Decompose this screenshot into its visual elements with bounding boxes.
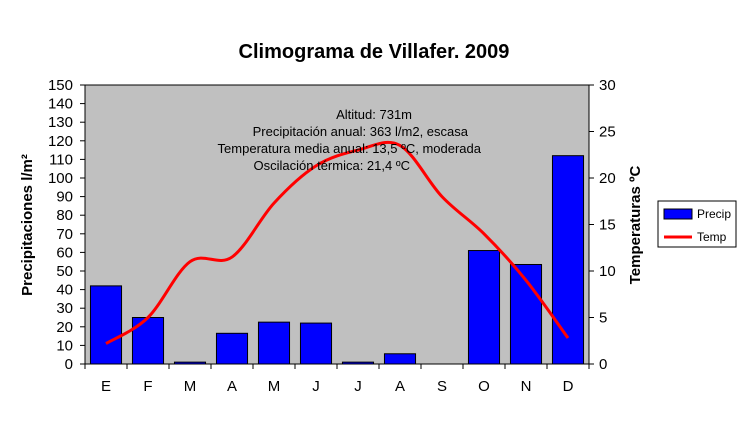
annotation-line: Precipitación anual: 363 l/m2, escasa (253, 124, 469, 139)
annotation-line: Oscilación térmica: 21,4 ºC (254, 158, 410, 173)
x-tick-label: J (312, 378, 320, 395)
left-tick-label: 50 (56, 263, 73, 280)
x-tick-label: N (521, 378, 532, 395)
left-tick-label: 120 (48, 133, 73, 150)
left-tick-label: 80 (56, 207, 73, 224)
x-tick-label: A (395, 378, 405, 395)
right-tick-label: 10 (599, 263, 616, 280)
precip-bar (467, 250, 501, 365)
x-tick-label: O (478, 378, 490, 395)
x-tick-label: F (143, 378, 152, 395)
left-tick-label: 70 (56, 226, 73, 243)
precip-bar (89, 285, 123, 365)
annotation-block: Altitud: 731m Precipitación anual: 363 l… (218, 107, 482, 173)
left-tick-label: 60 (56, 244, 73, 261)
left-tick-label: 0 (65, 356, 73, 373)
y-axis-label-left: Precipitaciones l/m² (19, 154, 36, 296)
precip-bar (299, 322, 333, 365)
right-tick-label: 30 (599, 77, 616, 94)
precip-bar (341, 361, 375, 365)
annotation-line: Altitud: 731m (336, 107, 412, 122)
precip-bar (383, 353, 417, 365)
left-tick-label: 90 (56, 189, 73, 206)
precip-bar (215, 332, 249, 365)
left-tick-label: 110 (49, 151, 73, 168)
temp-line (105, 140, 570, 345)
temp-line-group (105, 140, 570, 345)
left-tick-label: 30 (56, 300, 73, 317)
x-tick-label: M (184, 378, 197, 395)
right-tick-label: 25 (599, 124, 616, 141)
x-tick-label: S (437, 378, 447, 395)
legend-label-temp: Temp (697, 230, 727, 244)
left-tick-label: 10 (56, 337, 73, 354)
right-tick-label: 20 (599, 170, 616, 187)
x-tick-label: D (563, 378, 574, 395)
right-tick-label: 5 (599, 310, 607, 327)
precip-bar (551, 155, 585, 365)
chart-title: Climograma de Villafer. 2009 (239, 41, 510, 63)
x-tick-label: E (101, 378, 111, 395)
left-tick-label: 140 (48, 96, 73, 113)
precip-bar (173, 361, 207, 365)
x-tick-label: A (227, 378, 237, 395)
precip-bar (257, 321, 291, 365)
left-tick-label: 130 (48, 114, 73, 131)
x-tick-label: J (354, 378, 362, 395)
annotation-line: Temperatura media anual: 13,5 ºC, modera… (218, 141, 482, 156)
legend-swatch-precip (663, 208, 693, 220)
x-tick-label: M (268, 378, 281, 395)
left-tick-label: 40 (56, 282, 73, 299)
y-axis-label-right: Temperaturas ºC (627, 166, 644, 285)
right-axis: 0 5 10 15 20 25 30 (589, 77, 616, 373)
left-tick-label: 20 (56, 319, 73, 336)
left-tick-label: 100 (48, 170, 73, 187)
legend: Precip Temp (657, 200, 737, 248)
plot-area (84, 84, 590, 365)
left-tick-label: 150 (48, 77, 73, 94)
right-tick-label: 15 (599, 217, 616, 234)
right-tick-label: 0 (599, 356, 607, 373)
legend-label-precip: Precip (697, 207, 731, 221)
